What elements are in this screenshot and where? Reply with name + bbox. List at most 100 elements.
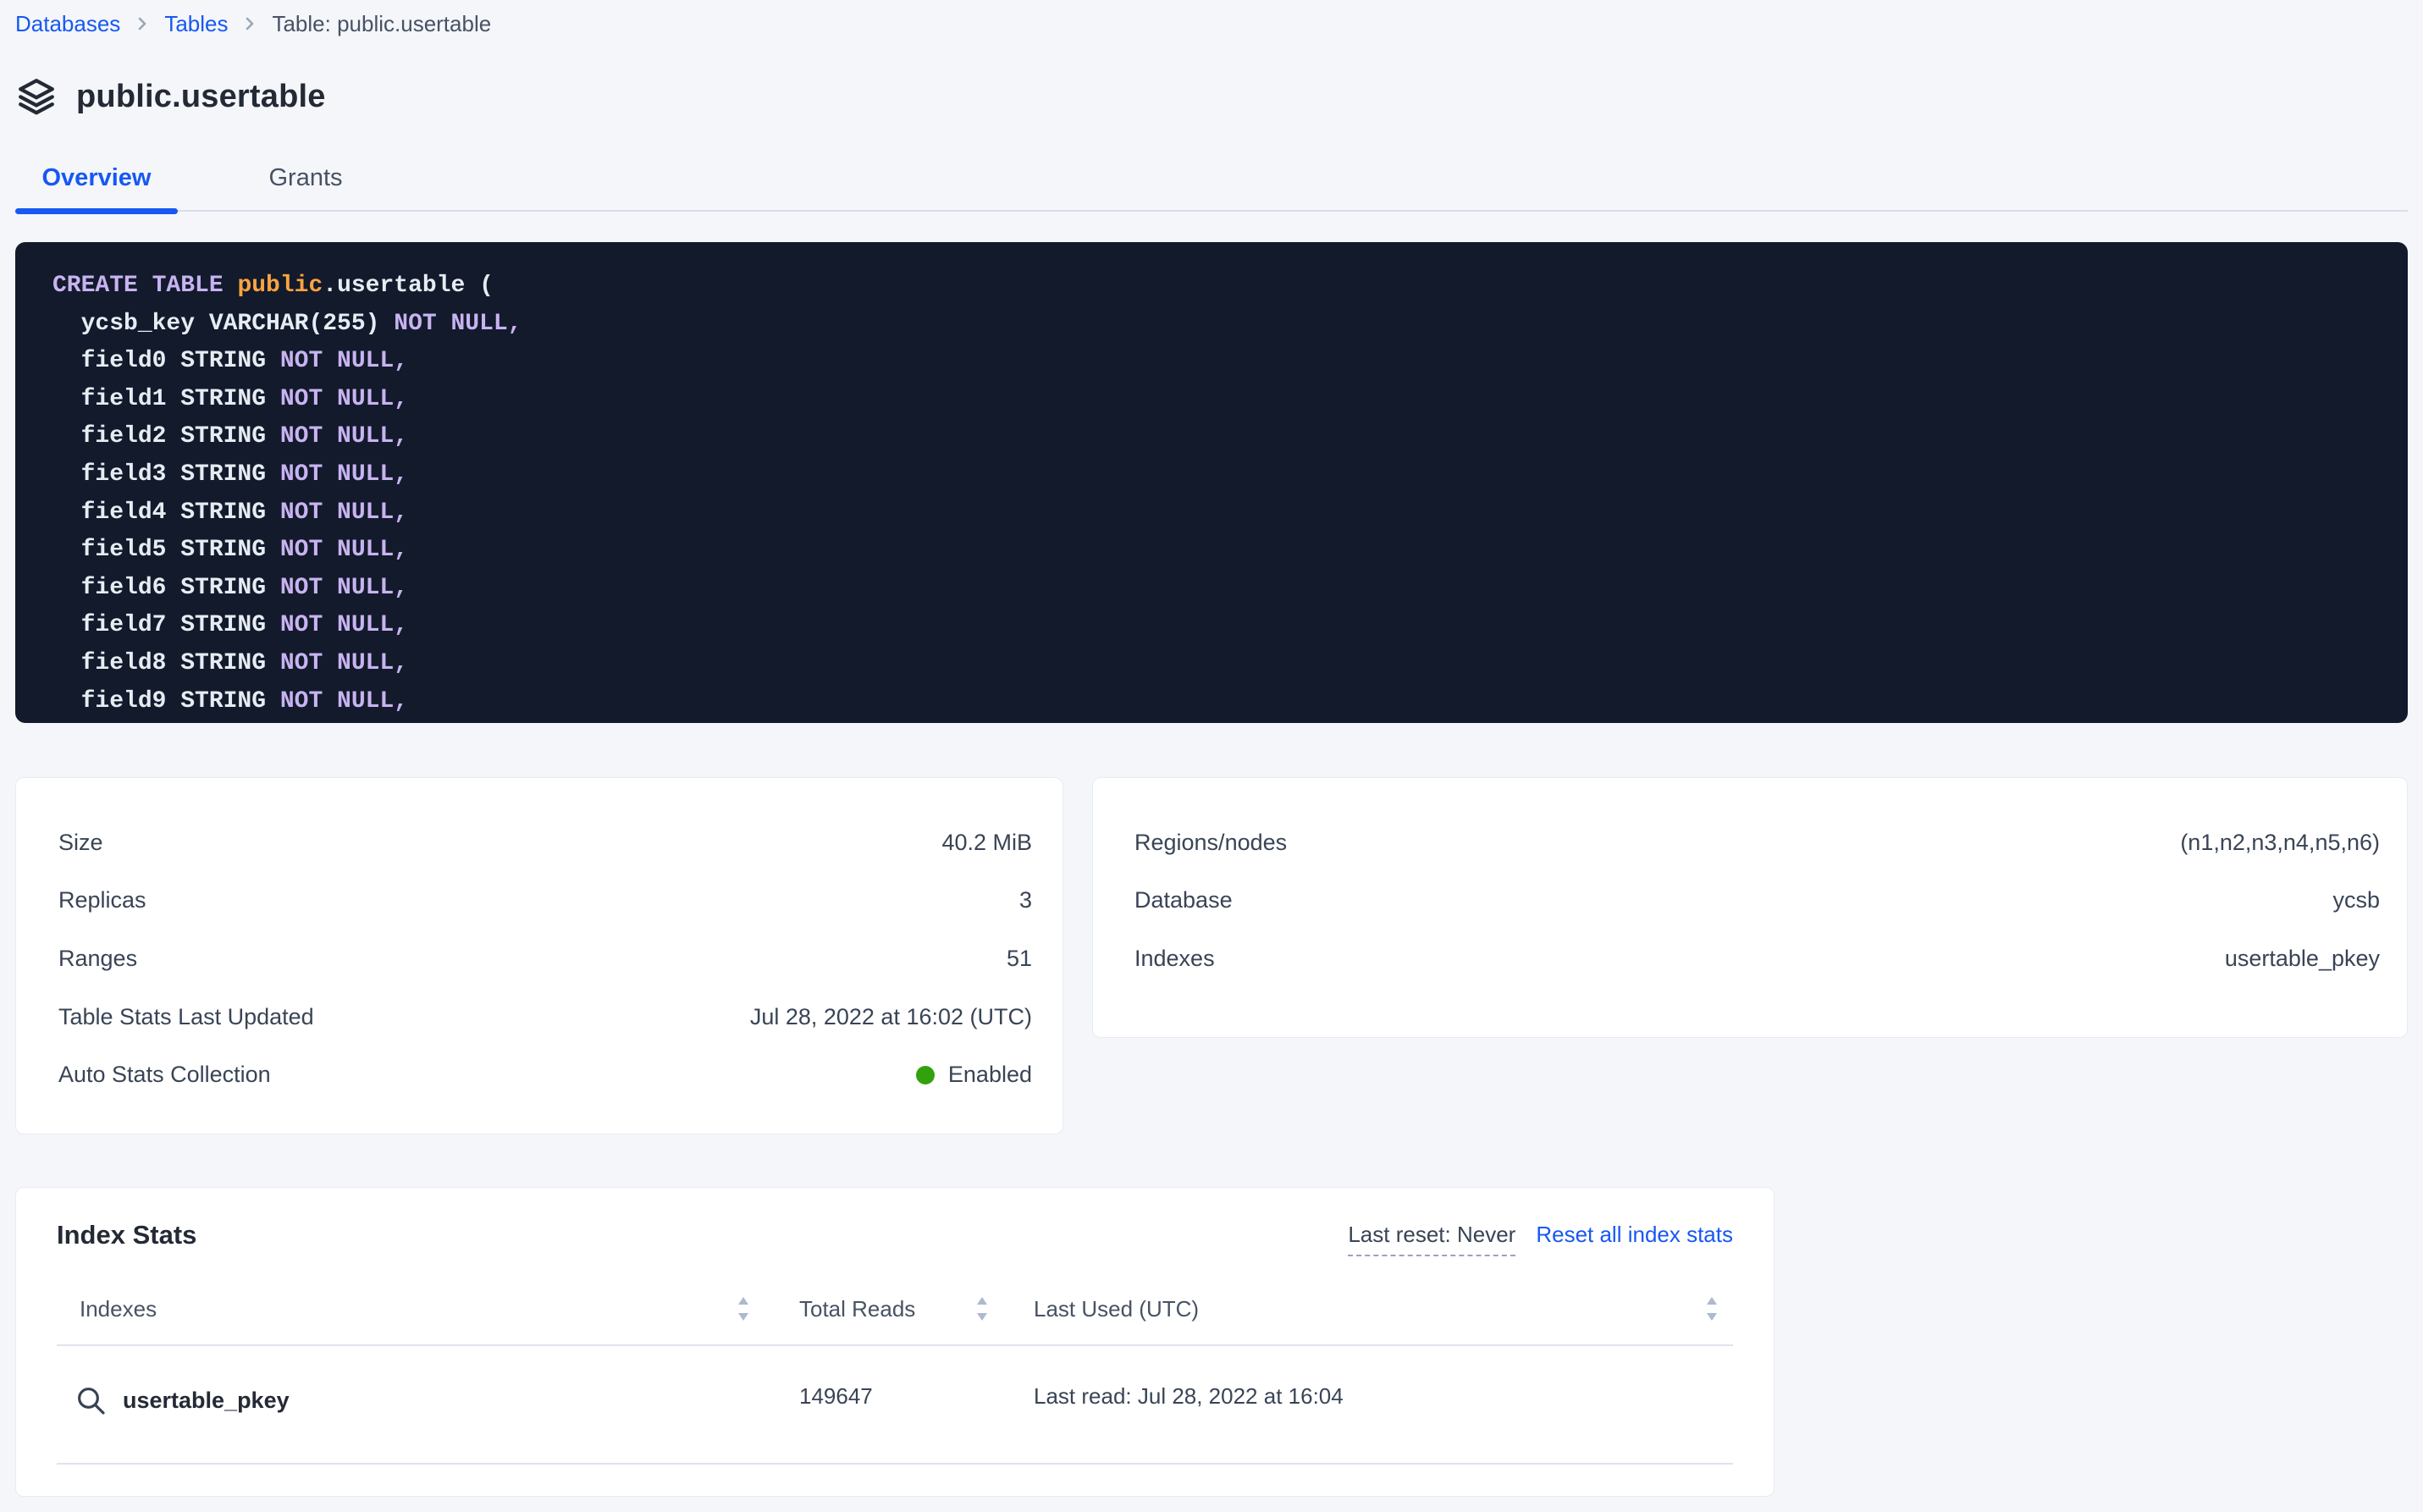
stat-label: Auto Stats Collection (58, 1062, 271, 1088)
index-table-header-row: Indexes Total Reads Last Used (UTC) (57, 1295, 1733, 1346)
code-token: field0 STRING (52, 348, 280, 375)
index-stats-table: Indexes Total Reads Last Used (UTC) (57, 1295, 1733, 1465)
tab-bar: Overview Grants (15, 161, 2408, 195)
code-token: field3 STRING (52, 461, 280, 488)
total-reads-cell: 149647 (799, 1383, 873, 1409)
breadcrumb-link-tables[interactable]: Tables (164, 10, 229, 36)
last-used-cell: Last read: Jul 28, 2022 at 16:04 (1034, 1383, 1344, 1409)
column-header-total-reads[interactable]: Total Reads (799, 1295, 1034, 1322)
stat-value: Enabled (915, 1062, 1032, 1088)
stat-value: usertable_pkey (2224, 945, 2380, 971)
search-icon (74, 1383, 108, 1417)
index-table-row: usertable_pkey 149647 Last read: Jul 28,… (57, 1346, 1733, 1465)
code-line: ycsb_key VARCHAR(255) NOT NULL, (52, 306, 2374, 344)
breadcrumb-current: Table: public.usertable (272, 10, 492, 36)
code-token: NOT NULL, (279, 423, 409, 450)
index-stats-card: Index Stats Last reset: Never Reset all … (15, 1187, 1774, 1497)
stat-label: Size (58, 829, 103, 855)
code-line: field0 STRING NOT NULL, (52, 343, 2374, 381)
code-token: NOT NULL, (279, 385, 409, 412)
tab-underline-track (15, 210, 2408, 212)
code-token: NOT NULL, (279, 687, 409, 715)
stat-row-auto-stats: Auto Stats Collection Enabled (58, 1046, 1032, 1104)
index-stats-controls: Last reset: Never Reset all index stats (1348, 1220, 1733, 1256)
table-meta-card: Regions/nodes (n1,n2,n3,n4,n5,n6) Databa… (1092, 777, 2408, 1038)
code-token: NOT NULL, (279, 574, 409, 601)
column-header-last-used[interactable]: Last Used (UTC) (1034, 1295, 1733, 1322)
status-enabled-dot-icon (915, 1065, 935, 1084)
code-line: field8 STRING NOT NULL, (52, 645, 2374, 683)
code-line: field6 STRING NOT NULL, (52, 570, 2374, 608)
breadcrumb-link-databases[interactable]: Databases (15, 10, 121, 36)
stat-label: Ranges (58, 945, 138, 971)
code-line: field5 STRING NOT NULL, (52, 532, 2374, 570)
stat-row-database: Database ycsb (1134, 872, 2380, 930)
code-line: field7 STRING NOT NULL, (52, 607, 2374, 645)
code-token: ycsb_key VARCHAR(255) (52, 310, 395, 337)
tab-active-indicator (15, 208, 178, 214)
code-token: field9 STRING (52, 687, 280, 715)
code-token: field4 STRING (52, 499, 280, 526)
page-root: Databases Tables Table: public.usertable… (15, 0, 2408, 1497)
code-line: field4 STRING NOT NULL, (52, 494, 2374, 533)
sort-arrows-icon[interactable] (734, 1295, 753, 1322)
code-token: NOT NULL, (279, 649, 409, 676)
code-token: NOT NULL, (279, 348, 409, 375)
code-token: .usertable ( (323, 273, 494, 299)
stat-row-regions: Regions/nodes (n1,n2,n3,n4,n5,n6) (1134, 814, 2380, 872)
code-token: field1 STRING (52, 385, 280, 412)
stat-value: 3 (1018, 887, 1032, 913)
code-token: field7 STRING (52, 612, 280, 639)
code-token: NOT NULL, (279, 499, 409, 526)
stat-value: ycsb (2332, 887, 2380, 913)
code-line: field2 STRING NOT NULL, (52, 418, 2374, 456)
code-line: field3 STRING NOT NULL, (52, 456, 2374, 494)
stat-label: Regions/nodes (1134, 829, 1288, 855)
code-token: field2 STRING (52, 423, 280, 450)
stats-cards-row: Size 40.2 MiB Replicas 3 Ranges 51 Table… (15, 777, 2408, 1134)
stat-label: Table Stats Last Updated (58, 1003, 314, 1029)
column-header-label: Indexes (80, 1295, 157, 1322)
index-name-link[interactable]: usertable_pkey (123, 1387, 290, 1413)
stat-row-replicas: Replicas 3 (58, 872, 1032, 930)
code-token: field8 STRING (52, 649, 280, 676)
sort-arrows-icon[interactable] (973, 1295, 991, 1322)
stat-label: Database (1134, 887, 1233, 913)
code-token: NOT NULL, (394, 310, 522, 337)
code-token: public (237, 273, 323, 299)
code-line: field1 STRING NOT NULL, (52, 381, 2374, 419)
page-title: public.usertable (76, 78, 326, 114)
sql-code-block: CREATE TABLE public.usertable ( ycsb_key… (15, 242, 2408, 723)
index-stats-header: Index Stats Last reset: Never Reset all … (57, 1188, 1733, 1256)
reset-index-stats-link[interactable]: Reset all index stats (1536, 1222, 1733, 1247)
page-header: public.usertable (15, 73, 2408, 120)
table-layers-icon (15, 75, 58, 118)
breadcrumb: Databases Tables Table: public.usertable (15, 0, 2408, 37)
stat-row-size: Size 40.2 MiB (58, 814, 1032, 872)
stat-value-text: Enabled (947, 1062, 1032, 1088)
index-name-cell: usertable_pkey (57, 1383, 799, 1417)
code-line: field9 STRING NOT NULL, (52, 683, 2374, 721)
tab-overview[interactable]: Overview (41, 163, 152, 191)
tab-grants[interactable]: Grants (268, 163, 343, 191)
code-line: CREATE TABLE public.usertable ( (52, 268, 2374, 306)
stat-value: 51 (1006, 945, 1032, 971)
stat-row-indexes: Indexes usertable_pkey (1134, 930, 2380, 988)
stat-label: Indexes (1134, 945, 1215, 971)
column-header-indexes[interactable]: Indexes (57, 1295, 799, 1322)
code-token: field6 STRING (52, 574, 280, 601)
code-token: NOT NULL, (279, 537, 409, 564)
stat-label: Replicas (58, 887, 146, 913)
tab-underline (15, 208, 2408, 214)
stat-value: (n1,n2,n3,n4,n5,n6) (2180, 829, 2380, 855)
code-token: NOT NULL, (279, 461, 409, 488)
stat-value: Jul 28, 2022 at 16:02 (UTC) (749, 1003, 1032, 1029)
column-header-label: Total Reads (799, 1295, 916, 1322)
sort-arrows-icon[interactable] (1703, 1295, 1721, 1322)
code-token: field5 STRING (52, 537, 280, 564)
code-token: NOT NULL, (279, 612, 409, 639)
index-stats-title: Index Stats (57, 1220, 197, 1250)
stat-row-ranges: Ranges 51 (58, 930, 1032, 988)
code-token: CREATE TABLE (52, 273, 238, 299)
stat-row-stats-updated: Table Stats Last Updated Jul 28, 2022 at… (58, 988, 1032, 1046)
